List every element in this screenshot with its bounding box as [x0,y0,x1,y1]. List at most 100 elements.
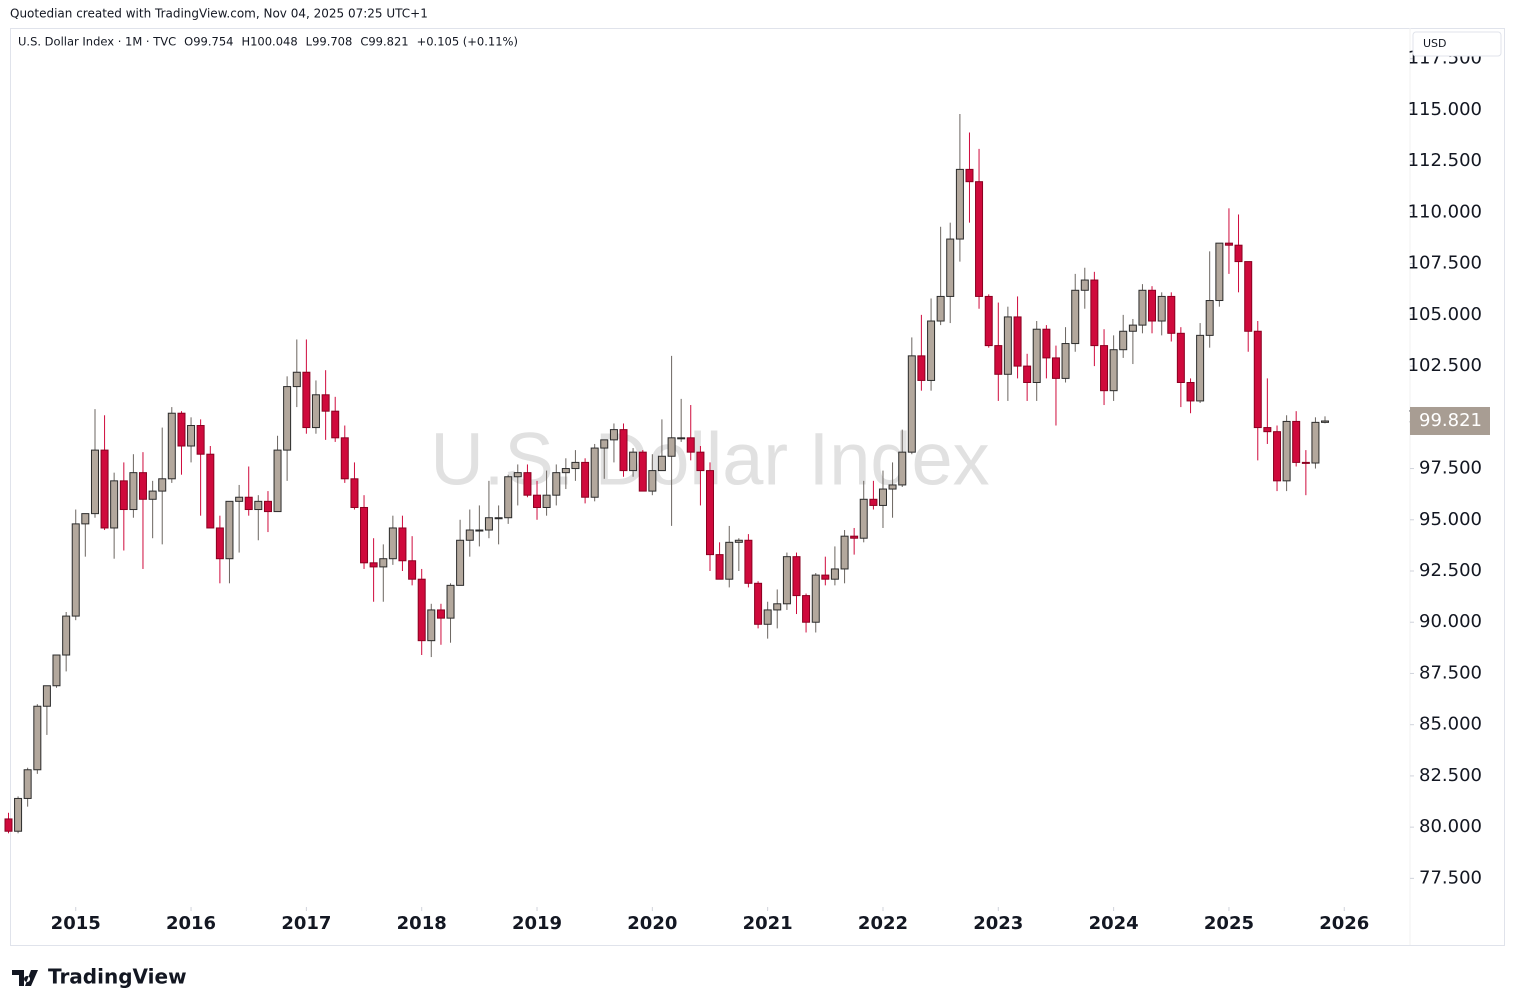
candle-body [408,560,417,580]
candle-body [1253,330,1262,429]
candle-body [100,449,109,529]
candle-body [590,447,599,498]
candle-body [667,437,676,457]
candle-body [360,506,369,564]
candle-body [177,412,186,447]
y-tick-label: 107.500 [1408,253,1482,274]
candle-body [1032,328,1041,383]
candle-body [33,705,42,771]
candle-body [792,556,801,597]
candle-body [379,558,388,568]
candle-body [1071,289,1080,345]
candle-body [158,478,167,492]
candle-body [90,449,99,515]
brand-name: TradingView [48,965,187,989]
candle-body [725,541,734,580]
candle-body [215,527,224,560]
candle-body [859,498,868,539]
candle-body [129,472,138,511]
candle-body [763,609,772,625]
candle-body [1273,431,1282,482]
axis: 77.500 80.000 82.500 85.000 87.500 90.000 92.5… [51,48,1490,934]
overlay: U.S. Dollar Index · 1M · TVC USD O99.754… [18,31,1502,57]
candle-body [1051,357,1060,379]
candle-body [648,470,657,492]
candle-body [225,500,234,560]
y-tick-label: 115.000 [1408,99,1482,120]
y-tick-label: 97.500 [1419,458,1482,479]
candle-body [196,425,205,455]
candle-body [552,472,561,496]
candle-body [494,517,503,520]
candle-body [984,295,993,347]
x-tick-label: 2021 [743,913,793,934]
ohlc-label: O99.754 [184,35,233,49]
candle-body [369,562,378,568]
candle-body [638,451,647,492]
candle-body [888,484,897,490]
candle-body [1215,242,1224,302]
candle-body [1321,420,1330,423]
candle-body [1186,381,1195,402]
candle-body [1167,295,1176,334]
x-tick-label: 2015 [51,913,101,934]
candle-body [427,609,436,642]
x-tick-label: 2016 [166,913,216,934]
candle-body [523,472,532,496]
candle-body [23,769,32,799]
candle-body [263,500,272,513]
candle-body [811,574,820,623]
y-tick-label: 85.000 [1419,714,1482,735]
candle-body [350,478,359,508]
legend: U.S. Dollar Index · 1M · TVC [18,35,176,49]
candle-body [1080,279,1089,291]
candle-body [1282,420,1291,482]
candle-body [1042,328,1051,359]
y-tick-label: 112.500 [1408,150,1482,171]
candle-body [782,556,791,605]
candle-body [340,437,349,480]
candle-body [581,461,590,498]
candle-body [1148,289,1157,322]
candle-body [1263,427,1272,433]
currency[interactable]: USD [1423,37,1447,50]
candle-body [4,818,13,832]
currency-box[interactable] [1412,31,1502,57]
y-tick-label: 87.500 [1419,662,1482,683]
candle-body [1157,295,1166,322]
candle-body [840,535,849,570]
candle-body [773,603,782,611]
x-tick-label: 2020 [627,913,677,934]
candle-body [1196,334,1205,402]
candle-body [1090,279,1099,347]
candle-body [1234,244,1243,263]
candle-body [686,437,695,453]
candle-body [600,439,609,449]
candle-body [456,539,465,586]
candle-body [869,498,878,506]
y-tick-label: 77.500 [1419,867,1482,888]
candle-body [955,168,964,240]
x-tick-label: 2023 [973,913,1023,934]
candle-body [609,429,618,441]
credit: Quotedian created with TradingView.com, … [10,7,428,21]
candle-body [436,609,445,619]
x-tick-label: 2022 [858,913,908,934]
candle-body [1100,345,1109,392]
candle-body [744,539,753,584]
candle-body [898,451,907,486]
x-tick-label: 2025 [1204,913,1254,934]
y-tick-label: 110.000 [1408,201,1482,222]
candle-body [696,451,705,472]
brand-logo [12,970,38,986]
candle-body [81,513,90,525]
x-tick-label: 2026 [1319,913,1369,934]
candle-body [850,535,859,539]
candle-body [1311,421,1320,464]
candle-body [119,480,128,511]
y-tick-label: 82.500 [1419,765,1482,786]
ohlc-label: +0.105 (+0.11%) [417,35,518,49]
candle-body [533,494,542,508]
y-tick-label: 102.500 [1408,355,1482,376]
